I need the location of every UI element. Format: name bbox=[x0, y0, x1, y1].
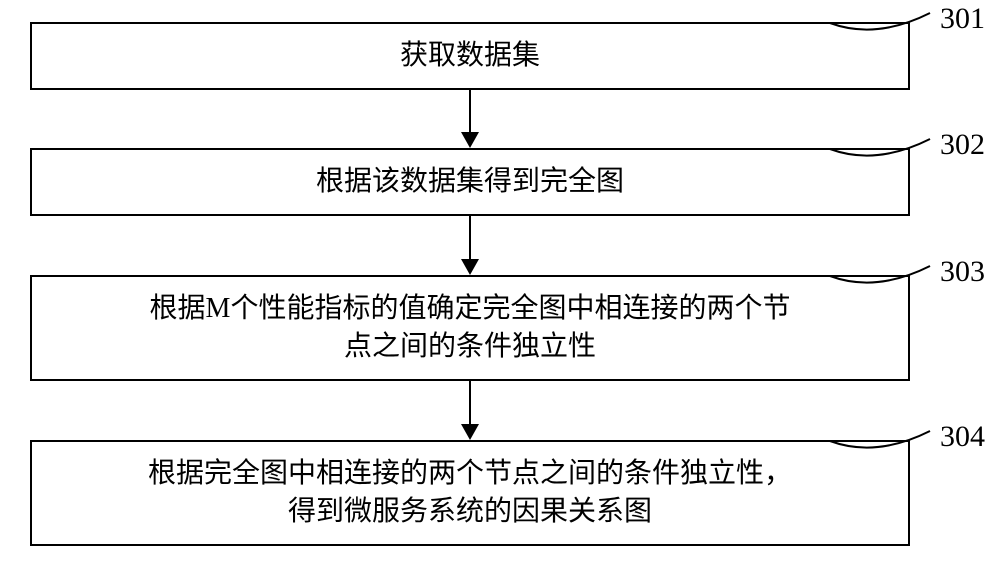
step-label-301: 301 bbox=[940, 2, 985, 36]
arrow-2 bbox=[459, 216, 481, 277]
step-label-303: 303 bbox=[940, 255, 985, 289]
step-text: 根据该数据集得到完全图 bbox=[316, 163, 624, 201]
arrow-1 bbox=[459, 90, 481, 150]
callout-302 bbox=[826, 135, 934, 170]
step-box-301: 获取数据集 bbox=[30, 22, 910, 90]
callout-301 bbox=[826, 9, 934, 44]
step-box-302: 根据该数据集得到完全图 bbox=[30, 148, 910, 216]
callout-304 bbox=[826, 427, 934, 462]
step-box-304: 根据完全图中相连接的两个节点之间的条件独立性， 得到微服务系统的因果关系图 bbox=[30, 440, 910, 546]
step-text: 根据完全图中相连接的两个节点之间的条件独立性， 得到微服务系统的因果关系图 bbox=[148, 455, 792, 531]
step-text: 根据M个性能指标的值确定完全图中相连接的两个节 点之间的条件独立性 bbox=[150, 290, 791, 366]
step-label-304: 304 bbox=[940, 420, 985, 454]
arrow-3 bbox=[459, 381, 481, 442]
flowchart-canvas: 获取数据集 301 根据该数据集得到完全图 302 根据M个性能指标的值确定完全图中相连… bbox=[0, 0, 1000, 569]
step-label-302: 302 bbox=[940, 128, 985, 162]
step-text: 获取数据集 bbox=[400, 37, 540, 75]
callout-303 bbox=[826, 262, 934, 297]
step-box-303: 根据M个性能指标的值确定完全图中相连接的两个节 点之间的条件独立性 bbox=[30, 275, 910, 381]
